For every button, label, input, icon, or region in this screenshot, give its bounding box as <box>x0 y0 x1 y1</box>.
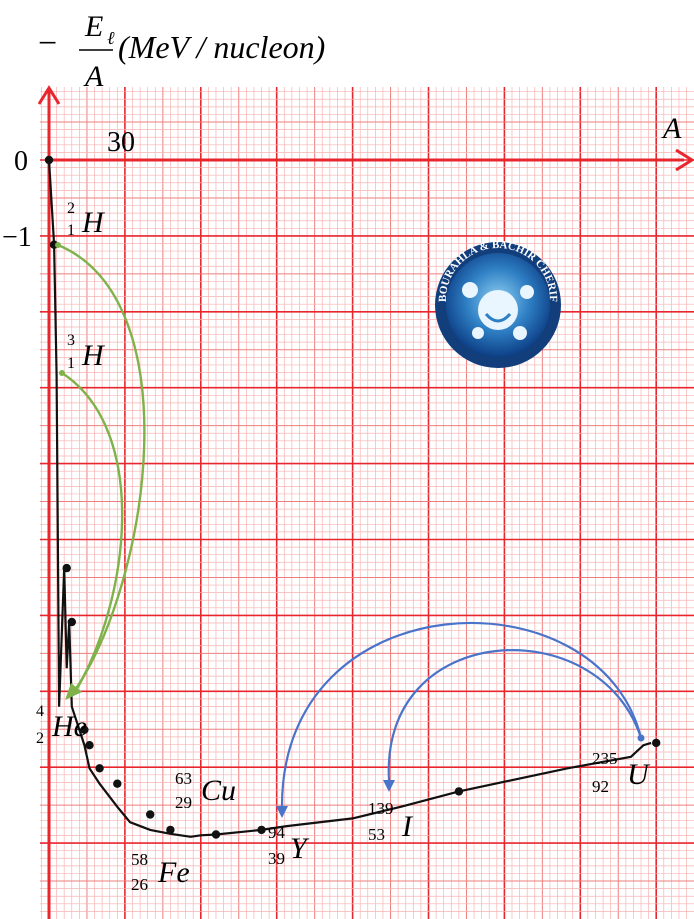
binding-energy-curve <box>47 159 652 838</box>
mass-number: 58 <box>131 850 148 869</box>
data-point <box>146 810 155 819</box>
y-label-numerator-sub: ℓ <box>107 28 115 48</box>
x-axis-label: A <box>661 112 682 145</box>
element-symbol: He <box>51 710 87 743</box>
y-axis-label: − E ℓ A (MeV / nucleon) <box>38 10 325 93</box>
data-point <box>44 155 54 165</box>
atomic-number: 26 <box>131 875 148 894</box>
fusion-arrowhead <box>65 683 82 700</box>
fission-arrow-U-to-Y <box>280 621 643 809</box>
mass-number: 4 <box>36 703 44 720</box>
data-point <box>80 725 89 734</box>
y-tick-label-0: 0 <box>14 146 28 177</box>
element-symbol: Y <box>290 832 310 865</box>
atomic-number: 29 <box>175 793 192 812</box>
nuclide-He: 4 2 He <box>36 703 87 747</box>
y-label-denominator: A <box>83 60 104 93</box>
y-label-numerator: E <box>84 10 103 43</box>
element-symbol: I <box>401 810 414 843</box>
atomic-number: 1 <box>67 222 75 239</box>
fission-arrows <box>276 621 645 818</box>
data-point <box>67 617 77 627</box>
element-symbol: H <box>81 339 106 372</box>
data-point <box>62 563 71 573</box>
fission-arrowhead-Y <box>276 806 288 818</box>
graph-paper-grid <box>40 87 694 919</box>
logo-atom-particle <box>462 282 478 298</box>
x-axis-arrowhead <box>675 148 694 172</box>
nuclide-I: 139 53 I <box>368 799 414 844</box>
x-tick-label-30: 30 <box>107 127 135 158</box>
nuclide-Cu: 63 29 Cu <box>175 769 236 812</box>
fusion-arrow-2H-to-He <box>57 243 146 691</box>
fusion-arrow-3H-to-He <box>61 371 124 693</box>
nuclide-Y: 94 39 Y <box>268 823 310 868</box>
fission-arrowhead-I <box>383 780 395 792</box>
nuclide-U: 235 92 U <box>592 749 651 796</box>
data-point <box>211 830 221 839</box>
logo-badge: BOURAHLA & BACHIR CHERIF <box>435 239 561 368</box>
element-symbol: H <box>81 206 106 239</box>
mass-number: 139 <box>368 799 394 818</box>
logo-atom-core <box>478 290 518 330</box>
axes <box>37 85 694 919</box>
atomic-number: 53 <box>368 825 385 844</box>
data-point <box>113 779 122 788</box>
nuclide-3H: 3 1 H <box>67 332 106 372</box>
logo-smile <box>484 312 512 323</box>
mass-number: 2 <box>67 200 75 217</box>
atomic-number: 1 <box>67 355 75 372</box>
data-point <box>257 825 266 835</box>
data-point <box>652 738 661 748</box>
data-point <box>454 787 464 796</box>
y-axis-arrowhead <box>37 85 61 105</box>
mass-number: 3 <box>67 332 75 349</box>
element-symbol: Fe <box>157 856 190 889</box>
mass-number: 63 <box>175 769 192 788</box>
element-symbol: Cu <box>201 774 236 807</box>
data-point <box>166 825 175 835</box>
curve-markers <box>44 155 661 839</box>
y-label-sign: − <box>38 25 57 62</box>
y-label-unit: (MeV / nucleon) <box>118 29 325 65</box>
data-point <box>85 741 94 750</box>
y-tick-label-minus-1: −1 <box>2 222 32 253</box>
element-symbol: U <box>627 758 651 791</box>
fission-arrow-U-to-I <box>387 649 643 781</box>
logo-atom-particle <box>520 285 534 299</box>
fission-arrow-start <box>637 734 645 742</box>
logo-atom-particle <box>472 327 484 339</box>
data-point <box>95 764 104 773</box>
nuclide-Fe: 58 26 Fe <box>131 850 190 894</box>
fusion-arrows <box>55 242 146 700</box>
nuclide-2H: 2 1 H <box>67 200 106 239</box>
fusion-arrow-start <box>55 242 61 248</box>
mass-number: 235 <box>592 749 618 768</box>
atomic-number: 92 <box>592 777 609 796</box>
logo-atom-particle <box>513 326 527 340</box>
fusion-arrow-start <box>59 370 65 376</box>
atomic-number: 2 <box>36 730 44 747</box>
mass-number: 94 <box>268 823 286 842</box>
atomic-number: 39 <box>268 849 285 868</box>
